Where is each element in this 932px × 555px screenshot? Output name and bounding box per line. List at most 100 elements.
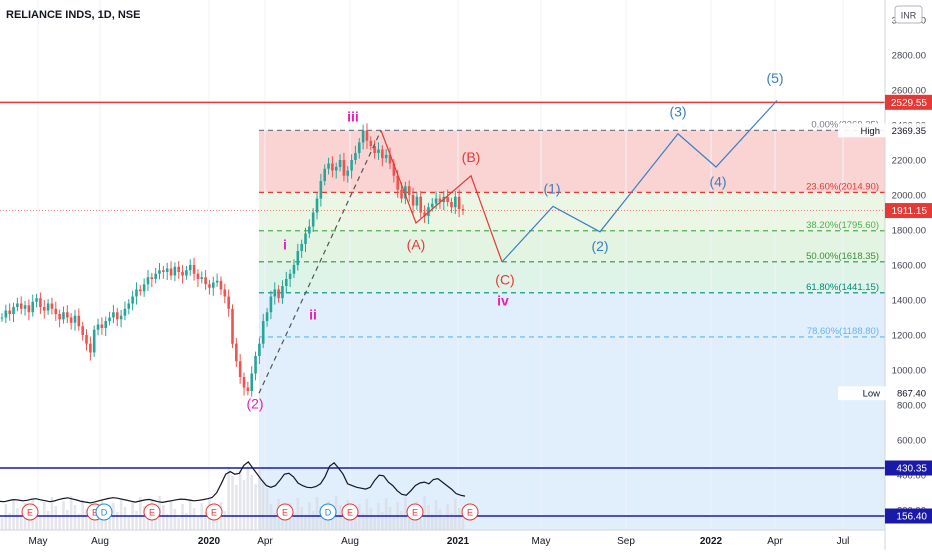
volume-bar	[323, 515, 326, 530]
time-grid	[37, 0, 844, 530]
price-tick-12: 600.00	[897, 436, 926, 447]
event-marker-label: E	[347, 508, 353, 518]
time-tick-8: 2022	[700, 536, 723, 547]
time-axis[interactable]: May Aug 2020 Apr Aug 2021 May Sep 2022 Apr Jul	[29, 536, 850, 547]
event-marker-label: E	[467, 508, 473, 518]
candle-body	[62, 312, 65, 320]
event-marker-5[interactable]: E	[276, 503, 294, 521]
candle-body	[54, 308, 58, 314]
volume-bar	[242, 480, 246, 530]
volume-bar	[315, 497, 319, 530]
volume-bar	[215, 516, 219, 530]
volume-bar	[269, 504, 273, 530]
event-marker-label: E	[92, 508, 98, 518]
candle-body	[173, 266, 177, 276]
candle-body	[250, 373, 254, 391]
volume-bar	[196, 517, 200, 530]
fib-zone-2	[259, 230, 885, 262]
volume-bar	[434, 500, 438, 530]
currency-badge[interactable]	[894, 5, 923, 24]
event-marker-0[interactable]: E	[21, 503, 39, 521]
event-marker-8[interactable]: E	[406, 503, 424, 521]
volume-bar	[89, 518, 92, 530]
time-tick-4: Aug	[341, 536, 359, 547]
volume-bar	[238, 471, 242, 530]
candle-body	[331, 163, 334, 171]
volume-bar	[69, 496, 73, 530]
wave-path-impulse-dashed	[258, 130, 382, 394]
candle-body	[77, 315, 81, 327]
candle-body	[139, 289, 142, 292]
wave-label-6: (B)	[462, 149, 481, 165]
volume-bar	[235, 485, 238, 530]
price-tick-10: 1000.00	[892, 366, 926, 377]
candle-body	[361, 130, 365, 143]
volume-bar	[227, 467, 230, 530]
candle-body	[46, 303, 50, 311]
event-marker-circle	[21, 503, 39, 521]
price-tick-8: 1400.00	[892, 296, 926, 307]
volume-bar	[438, 509, 442, 530]
candle-body	[208, 284, 211, 288]
candle-body	[27, 305, 31, 313]
volume-bar	[258, 470, 261, 530]
candle-body	[58, 314, 61, 320]
volume-bar	[192, 508, 196, 530]
candle-body	[235, 343, 238, 362]
candle-body	[300, 244, 303, 251]
price-tick-9: 1200.00	[892, 331, 926, 342]
candle-body	[200, 277, 204, 279]
price-label-prefix: Low	[863, 389, 881, 400]
volume-bar	[177, 518, 181, 530]
wave-path-projection-12345	[501, 100, 778, 263]
volume-bar	[423, 496, 426, 530]
candle-body	[369, 140, 373, 146]
volume-bar	[46, 511, 50, 530]
event-marker-3[interactable]: E	[143, 503, 161, 521]
price-axis[interactable]: 3000.002800.002600.002400.002200.002000.…	[892, 16, 926, 517]
candle-body	[415, 196, 419, 206]
time-tick-7: Sep	[617, 536, 635, 547]
event-marker-9[interactable]: E	[461, 503, 479, 521]
wave-label-7: (C)	[495, 271, 514, 287]
candle-body	[296, 251, 300, 265]
price-label-last: 1911.15	[885, 203, 932, 219]
volume-bar	[361, 513, 365, 530]
candle-body	[177, 266, 181, 272]
price-axis-panel	[885, 0, 932, 550]
candle-body	[131, 296, 134, 304]
candle-body	[273, 289, 277, 297]
volume-bar	[461, 517, 465, 530]
event-marker-7[interactable]: E	[341, 503, 359, 521]
candle-body	[411, 195, 415, 206]
time-tick-5: 2021	[447, 536, 470, 547]
event-marker-4[interactable]: E	[205, 503, 223, 521]
event-marker-label: E	[211, 508, 217, 518]
candle-body	[438, 198, 442, 202]
candle-body	[35, 298, 38, 302]
volume-bar	[73, 505, 77, 530]
wave-label-9: (2)	[591, 238, 608, 254]
event-marker-circle	[276, 503, 294, 521]
candle-body	[388, 154, 392, 164]
volume-bar	[319, 506, 323, 530]
event-marker-label: D	[325, 508, 332, 518]
event-marker-label: D	[101, 508, 108, 518]
volume-bar	[16, 508, 19, 530]
volume-bar	[246, 466, 250, 530]
volatility-indicator	[0, 461, 466, 504]
candle-body	[407, 186, 411, 195]
event-marker-6[interactable]: D	[319, 503, 337, 521]
fib-label-4: 61.80%(1441.15)	[806, 282, 879, 293]
candle-body	[308, 226, 311, 234]
candle-body	[23, 305, 27, 309]
event-marker-circle	[143, 503, 161, 521]
event-marker-2[interactable]: D	[95, 503, 113, 521]
candle-body	[196, 273, 200, 279]
candle-body	[42, 307, 46, 311]
price-label-low: Low 867.40	[838, 386, 930, 401]
candle-body	[100, 324, 104, 328]
candle-body	[392, 163, 396, 176]
